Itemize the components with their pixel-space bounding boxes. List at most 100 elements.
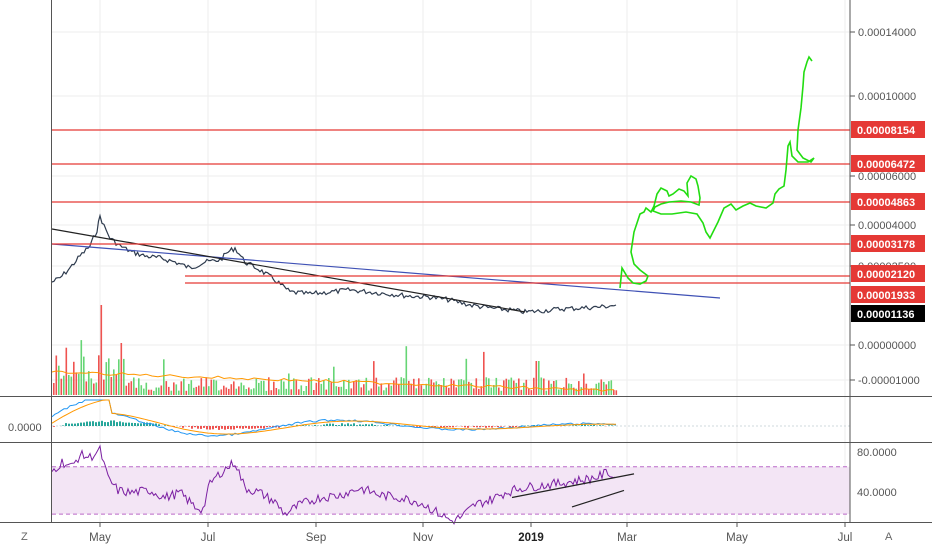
volume-bar	[355, 380, 358, 395]
macd-hist-bar	[350, 424, 352, 426]
volume-bar	[408, 380, 410, 395]
macd-hist-bar	[206, 426, 208, 430]
volume-bar	[430, 379, 433, 395]
macd-hist-bar	[212, 426, 214, 430]
macd-hist-bar	[263, 426, 265, 429]
volume-bar	[398, 384, 400, 395]
volume-bar	[323, 380, 325, 395]
volume-bar	[560, 389, 563, 395]
blue-trendline	[51, 243, 721, 299]
macd-hist-bar	[302, 425, 304, 426]
volume-bar	[130, 381, 133, 395]
volume-bar	[340, 386, 343, 395]
volume-bar	[55, 355, 58, 395]
volume-bar	[110, 377, 113, 395]
volume-bar	[325, 389, 328, 395]
macd-hist-bar	[131, 422, 133, 426]
macd-hist-bar	[431, 426, 433, 427]
macd-hist-bar	[83, 422, 85, 426]
macd-hist-bar	[164, 425, 166, 426]
volume-bar	[480, 386, 483, 395]
volume-bar	[148, 389, 150, 395]
volume-bar	[483, 351, 485, 395]
macd-hist-bar	[146, 422, 148, 426]
macd-hist-bar	[584, 424, 586, 426]
volume-bar	[488, 378, 490, 395]
auto-scale-button[interactable]: A	[885, 531, 893, 543]
macd-hist-bar	[452, 426, 454, 428]
volume-bar	[328, 378, 330, 395]
volume-bar	[288, 373, 290, 395]
macd-hist-bar	[515, 426, 517, 428]
macd-hist-bar	[140, 423, 142, 426]
volume-bar	[425, 383, 428, 395]
macd-hist-bar	[323, 424, 325, 426]
volume-bar	[583, 373, 585, 395]
volume-bar	[125, 385, 128, 395]
volume-bar	[463, 380, 465, 395]
volume-bar	[508, 379, 510, 395]
macd-hist-bar	[137, 423, 139, 426]
volume-bar	[448, 387, 450, 395]
volume-bar	[598, 382, 600, 395]
macd-hist-bar	[221, 426, 223, 429]
volume-bar	[143, 388, 145, 395]
macd-hist-bar	[254, 426, 256, 429]
volume-bar	[305, 386, 308, 395]
volume-bar	[178, 390, 180, 395]
macd-hist-bar	[95, 422, 97, 426]
volume-bar	[370, 388, 373, 395]
zoom-reset-button[interactable]: Z	[21, 531, 28, 543]
volume-bar	[523, 382, 525, 395]
macd-hist-bar	[134, 423, 136, 426]
macd-hist-bar	[320, 425, 322, 426]
volume-bar	[563, 387, 565, 395]
macd-hist-bar	[599, 425, 601, 426]
volume-bar	[310, 377, 313, 395]
macd-hist-bar	[608, 425, 610, 426]
volume-bars	[51, 305, 618, 395]
level-label: 0.00002120	[857, 269, 915, 281]
macd-panel	[51, 399, 850, 437]
macd-hist-bar	[188, 426, 190, 427]
volume-bar	[580, 387, 583, 395]
volume-bar	[293, 378, 295, 395]
macd-hist-bar	[203, 426, 205, 428]
volume-bar	[575, 388, 578, 395]
time-tick-label: Nov	[413, 532, 434, 544]
volume-bar	[498, 387, 500, 395]
macd-hist-bar	[107, 422, 109, 426]
volume-bar	[395, 377, 398, 395]
volume-bar	[145, 382, 148, 395]
macd-hist-bar	[527, 425, 529, 426]
volume-bar	[350, 388, 353, 395]
volume-bar	[203, 386, 205, 395]
volume-bar	[360, 387, 363, 395]
macd-hist-bar	[461, 426, 463, 427]
volume-bar	[193, 387, 195, 395]
volume-bar	[63, 375, 65, 395]
price-tick-label: 0.00006000	[858, 171, 916, 183]
volume-bar	[533, 377, 535, 395]
macd-hist-bar	[590, 425, 592, 426]
volume-bar	[240, 382, 243, 395]
volume-bar	[493, 385, 495, 395]
volume-bar	[223, 385, 225, 395]
volume-bar	[418, 378, 420, 395]
macd-hist-bar	[359, 424, 361, 426]
macd-hist-bar	[71, 423, 73, 426]
volume-bar	[318, 378, 320, 395]
macd-hist-bar	[257, 426, 259, 429]
time-tick-label: May	[726, 532, 748, 544]
volume-bar	[280, 379, 283, 395]
rsi-tick-80: 80.0000	[857, 447, 897, 459]
volume-bar	[600, 379, 603, 395]
macd-hist-bar	[68, 423, 70, 426]
volume-bar	[530, 390, 533, 395]
volume-bar	[295, 380, 298, 395]
macd-hist-bar	[272, 426, 274, 428]
price-axis-ticks: 0.00014000 0.00010000 0.00006000 0.00004000…	[850, 27, 920, 387]
macd-hist-bar	[251, 426, 253, 429]
level-label-bg	[851, 286, 925, 303]
volume-ma-line	[51, 370, 615, 392]
